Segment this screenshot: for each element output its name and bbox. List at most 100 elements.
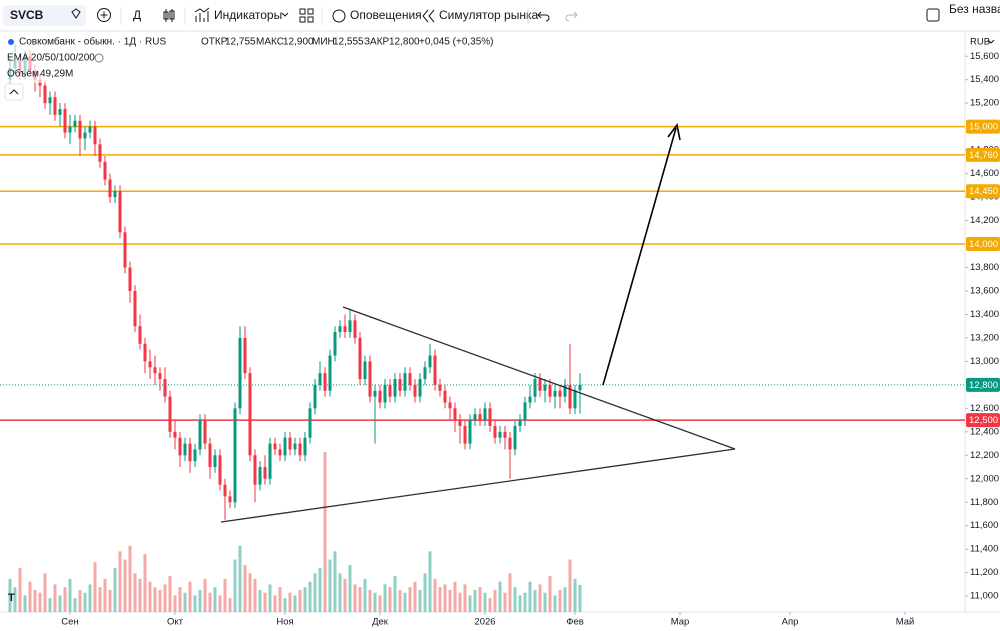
volume-bar xyxy=(528,581,532,612)
candle-body xyxy=(253,455,257,485)
candle-body xyxy=(363,361,367,380)
candle-body xyxy=(163,379,167,397)
ohlc-value: 12,555 xyxy=(333,37,364,48)
collapse-button[interactable] xyxy=(4,83,24,101)
volume-value: 49,29M xyxy=(40,69,73,80)
icon xyxy=(987,39,995,44)
chart-type-icon[interactable] xyxy=(163,9,175,22)
ohlc-label: МАКС xyxy=(256,37,284,48)
volume-bar xyxy=(563,587,567,612)
volume-bar xyxy=(148,581,152,612)
volume-bar xyxy=(558,589,562,612)
candle-body xyxy=(368,361,372,397)
candle-body xyxy=(533,379,537,397)
volume-bar xyxy=(23,595,27,612)
x-tick-label: Фев xyxy=(566,617,584,628)
undo-icon[interactable] xyxy=(537,11,550,22)
layout-icon[interactable] xyxy=(926,8,940,22)
candle-body xyxy=(528,396,532,403)
indicators[interactable]: Индикаторы xyxy=(214,8,282,22)
y-tick-label: 12,200 xyxy=(970,450,999,461)
candle-body xyxy=(488,408,492,426)
candle-body xyxy=(273,443,277,450)
trend-line[interactable] xyxy=(220,448,736,523)
templates-icon[interactable] xyxy=(299,8,314,23)
toolbar: SVCB Д Индикаторы Оповещения Симулятор р… xyxy=(0,0,1000,32)
volume-bar xyxy=(353,584,357,612)
level-price-box xyxy=(966,237,1000,252)
volume-bar xyxy=(453,581,457,612)
candle-body xyxy=(573,390,577,409)
visibility-icon[interactable] xyxy=(94,53,104,63)
trend-line[interactable] xyxy=(342,306,736,450)
candle-body xyxy=(313,384,317,409)
volume-bar xyxy=(493,589,497,612)
volume-bar xyxy=(213,587,217,612)
volume-bar xyxy=(313,573,317,612)
icon xyxy=(100,11,108,19)
volume-bar xyxy=(458,592,462,612)
ohlc-value: 12,755 xyxy=(225,37,256,48)
symbol[interactable]: SVCB xyxy=(10,8,44,22)
redo-icon[interactable] xyxy=(565,11,578,22)
indicator-name[interactable]: EMA 20/50/100/200 xyxy=(7,53,95,64)
replay[interactable]: Симулятор рынка xyxy=(439,8,538,22)
symbol-box[interactable] xyxy=(3,5,86,26)
candle-body xyxy=(213,455,217,468)
candle-body xyxy=(218,455,222,485)
replay-icon xyxy=(422,9,435,23)
candle-body xyxy=(233,408,237,503)
volume-bar xyxy=(413,581,417,612)
candle-body xyxy=(198,420,202,450)
volume-bar xyxy=(128,545,132,612)
volume-bar xyxy=(123,559,127,612)
candle-body xyxy=(288,437,292,450)
currency[interactable]: RUB xyxy=(970,37,990,48)
candle-body xyxy=(263,467,267,479)
volume-bar xyxy=(328,559,332,612)
volume-bar xyxy=(538,584,542,612)
alerts[interactable]: Оповещения xyxy=(350,8,422,22)
level-price-label: 12,500 xyxy=(969,415,998,426)
volume-bar xyxy=(423,573,427,612)
volume-bar xyxy=(218,595,222,612)
level-price-label: 15,000 xyxy=(969,122,998,133)
y-tick-label: 14,200 xyxy=(970,215,999,226)
level-price-label: 12,800 xyxy=(969,380,998,391)
candle-body xyxy=(243,337,247,374)
toolbar-bg xyxy=(0,0,1000,31)
y-tick-label: 12,400 xyxy=(970,426,999,437)
volume-bar xyxy=(178,587,182,612)
candle-body xyxy=(183,443,187,456)
volume-bar xyxy=(573,578,577,612)
volume-bar xyxy=(303,587,307,612)
candle-body xyxy=(553,390,557,397)
level-price-label: 14,000 xyxy=(969,239,998,250)
candle-body xyxy=(138,326,142,344)
candle-body xyxy=(358,337,362,380)
volume-name[interactable]: Объём xyxy=(7,68,39,80)
volume-bar xyxy=(63,587,67,612)
volume-bar xyxy=(368,589,372,612)
interval[interactable]: Д xyxy=(133,8,141,22)
arrow-line[interactable] xyxy=(602,127,677,386)
candle-body xyxy=(433,355,437,385)
volume-bar xyxy=(403,592,407,612)
candle-body xyxy=(118,191,122,233)
candle-body xyxy=(383,384,387,403)
x-tick-label: Мар xyxy=(671,617,690,628)
level-price-label: 14,450 xyxy=(969,186,998,197)
volume-bar xyxy=(258,589,262,612)
volume-bar xyxy=(193,595,197,612)
candle-body xyxy=(323,373,327,391)
volume-bar xyxy=(273,595,277,612)
layout-name[interactable]: Без названия xyxy=(949,2,1000,16)
volume-bar xyxy=(508,573,512,612)
y-tick-label: 12,000 xyxy=(970,473,999,484)
candle-body xyxy=(423,367,427,380)
candle-body xyxy=(93,126,97,145)
add-icon[interactable] xyxy=(97,8,111,22)
levels xyxy=(0,125,965,421)
candle-body xyxy=(268,443,272,479)
